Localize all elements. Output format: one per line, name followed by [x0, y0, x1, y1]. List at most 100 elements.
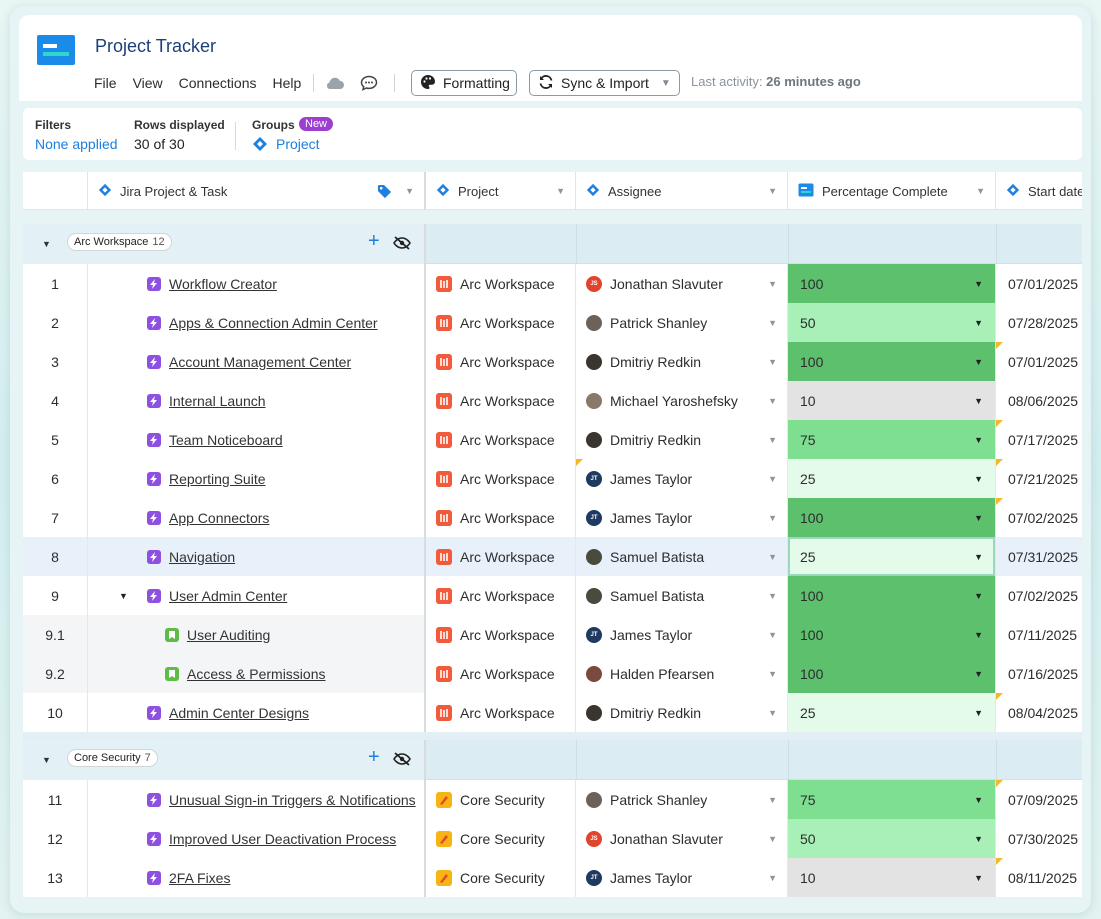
chevron-down-icon[interactable]: ▼ — [974, 278, 983, 289]
chevron-down-icon[interactable]: ▼ — [768, 317, 777, 328]
assignee-cell[interactable]: JT James Taylor ▼ — [576, 459, 788, 498]
percent-cell[interactable]: 100 ▼ — [788, 615, 996, 654]
chevron-down-icon[interactable]: ▼ — [768, 551, 777, 562]
tag-icon[interactable] — [377, 184, 392, 199]
chevron-down-icon[interactable]: ▼ — [974, 794, 983, 805]
chevron-down-icon[interactable]: ▼ — [768, 395, 777, 406]
header-assignee[interactable]: Assignee ▼ — [576, 172, 788, 210]
caret-down-icon[interactable]: ▼ — [42, 755, 51, 765]
chevron-down-icon[interactable]: ▼ — [768, 473, 777, 484]
header-task[interactable]: Jira Project & Task ▼ — [88, 172, 426, 210]
assignee-cell[interactable]: JT James Taylor ▼ — [576, 498, 788, 537]
start-date-cell[interactable]: 07/09/2025 — [996, 780, 1082, 819]
menu-connections[interactable]: Connections — [178, 75, 257, 91]
chevron-down-icon[interactable]: ▼ — [405, 186, 414, 196]
filters-value[interactable]: None applied — [35, 136, 118, 152]
percent-cell[interactable]: 100 ▼ — [788, 576, 996, 615]
chevron-down-icon[interactable]: ▼ — [974, 551, 983, 562]
chevron-down-icon[interactable]: ▼ — [768, 872, 777, 883]
assignee-cell[interactable]: Samuel Batista ▼ — [576, 576, 788, 615]
percent-cell[interactable]: 75 ▼ — [788, 420, 996, 459]
chevron-down-icon[interactable]: ▼ — [768, 356, 777, 367]
chevron-down-icon[interactable]: ▼ — [556, 186, 565, 196]
task-link[interactable]: Apps & Connection Admin Center — [169, 314, 378, 331]
caret-down-icon[interactable]: ▼ — [119, 590, 128, 601]
chevron-down-icon[interactable]: ▼ — [974, 512, 983, 523]
formatting-button[interactable]: Formatting — [411, 70, 517, 96]
assignee-cell[interactable]: Dmitriy Redkin ▼ — [576, 693, 788, 732]
groups-value[interactable]: Project — [252, 136, 320, 152]
percent-cell[interactable]: 25 ▼ — [788, 459, 996, 498]
task-link[interactable]: Reporting Suite — [169, 470, 266, 487]
table-row[interactable]: 9 ▼ User Admin Center Arc Workspace Samuel B… — [23, 576, 1082, 615]
task-link[interactable]: Account Management Center — [169, 353, 352, 370]
task-link[interactable]: Team Noticeboard — [169, 431, 283, 448]
chevron-down-icon[interactable]: ▼ — [768, 186, 777, 196]
chevron-down-icon[interactable]: ▼ — [974, 434, 983, 445]
hide-icon[interactable] — [393, 752, 411, 771]
percent-cell[interactable]: 100 ▼ — [788, 498, 996, 537]
chevron-down-icon[interactable]: ▼ — [768, 278, 777, 289]
start-date-cell[interactable]: 07/11/2025 — [996, 615, 1082, 654]
assignee-cell[interactable]: Samuel Batista ▼ — [576, 537, 788, 576]
start-date-cell[interactable]: 07/16/2025 — [996, 654, 1082, 693]
task-link[interactable]: Workflow Creator — [169, 275, 277, 292]
start-date-cell[interactable]: 07/02/2025 — [996, 576, 1082, 615]
table-row[interactable]: 10 Admin Center Designs Arc Workspace Dmitr… — [23, 693, 1082, 732]
start-date-cell[interactable]: 07/31/2025 — [996, 537, 1082, 576]
task-link[interactable]: User Auditing — [187, 626, 271, 643]
start-date-cell[interactable]: 07/02/2025 — [996, 498, 1082, 537]
percent-cell[interactable]: 100 ▼ — [788, 654, 996, 693]
sync-import-button[interactable]: Sync & Import ▼ — [529, 70, 680, 96]
header-start-date[interactable]: Start date — [996, 172, 1082, 210]
table-row[interactable]: 9.1 User Auditing Arc Workspace JT James Tay… — [23, 615, 1082, 654]
chevron-down-icon[interactable]: ▼ — [974, 833, 983, 844]
assignee-cell[interactable]: Michael Yaroshefsky ▼ — [576, 381, 788, 420]
start-date-cell[interactable]: 07/30/2025 — [996, 819, 1082, 858]
percent-cell[interactable]: 100 ▼ — [788, 342, 996, 381]
start-date-cell[interactable]: 07/01/2025 — [996, 342, 1082, 381]
comment-icon[interactable] — [358, 73, 380, 93]
menu-view[interactable]: View — [132, 75, 163, 91]
chevron-down-icon[interactable]: ▼ — [768, 512, 777, 523]
chevron-down-icon[interactable]: ▼ — [974, 707, 983, 718]
hide-icon[interactable] — [393, 236, 411, 255]
chevron-down-icon[interactable]: ▼ — [768, 668, 777, 679]
table-row[interactable]: 9.2 Access & Permissions Arc Workspace Hald… — [23, 654, 1082, 693]
chevron-down-icon[interactable]: ▼ — [768, 434, 777, 445]
percent-cell[interactable]: 50 ▼ — [788, 819, 996, 858]
chevron-down-icon[interactable]: ▼ — [768, 794, 777, 805]
assignee-cell[interactable]: JS Jonathan Slavuter ▼ — [576, 819, 788, 858]
start-date-cell[interactable]: 08/04/2025 — [996, 693, 1082, 732]
assignee-cell[interactable]: Halden Pfearsen ▼ — [576, 654, 788, 693]
assignee-cell[interactable]: JT James Taylor ▼ — [576, 615, 788, 654]
table-row[interactable]: 4 Internal Launch Arc Workspace Michael Yar… — [23, 381, 1082, 420]
header-project[interactable]: Project ▼ — [426, 172, 576, 210]
table-row[interactable]: 12 Improved User Deactivation Process Core… — [23, 819, 1082, 858]
start-date-cell[interactable]: 07/21/2025 — [996, 459, 1082, 498]
table-row[interactable]: 7 App Connectors Arc Workspace JT James Tayl… — [23, 498, 1082, 537]
assignee-cell[interactable]: JT James Taylor ▼ — [576, 858, 788, 897]
table-row[interactable]: 3 Account Management Center Arc Workspace D… — [23, 342, 1082, 381]
chevron-down-icon[interactable]: ▼ — [976, 186, 985, 196]
task-link[interactable]: Improved User Deactivation Process — [169, 830, 397, 847]
chevron-down-icon[interactable]: ▼ — [768, 707, 777, 718]
task-link[interactable]: User Admin Center — [169, 587, 288, 604]
start-date-cell[interactable]: 07/01/2025 — [996, 264, 1082, 303]
start-date-cell[interactable]: 07/17/2025 — [996, 420, 1082, 459]
table-row[interactable]: 8 Navigation Arc Workspace Samuel Batista ▼ 2… — [23, 537, 1082, 576]
chevron-down-icon[interactable]: ▼ — [768, 833, 777, 844]
percent-cell[interactable]: 10 ▼ — [788, 858, 996, 897]
chevron-down-icon[interactable]: ▼ — [974, 395, 983, 406]
menu-help[interactable]: Help — [272, 75, 302, 91]
task-link[interactable]: Internal Launch — [169, 392, 266, 409]
percent-cell[interactable]: 25 ▼ — [788, 537, 996, 576]
chevron-down-icon[interactable]: ▼ — [974, 668, 983, 679]
assignee-cell[interactable]: Patrick Shanley ▼ — [576, 303, 788, 342]
chevron-down-icon[interactable]: ▼ — [974, 473, 983, 484]
header-percent[interactable]: Percentage Complete ▼ — [788, 172, 996, 210]
chevron-down-icon[interactable]: ▼ — [974, 629, 983, 640]
assignee-cell[interactable]: Dmitriy Redkin ▼ — [576, 342, 788, 381]
start-date-cell[interactable]: 08/06/2025 — [996, 381, 1082, 420]
add-row-icon[interactable]: + — [368, 746, 380, 768]
